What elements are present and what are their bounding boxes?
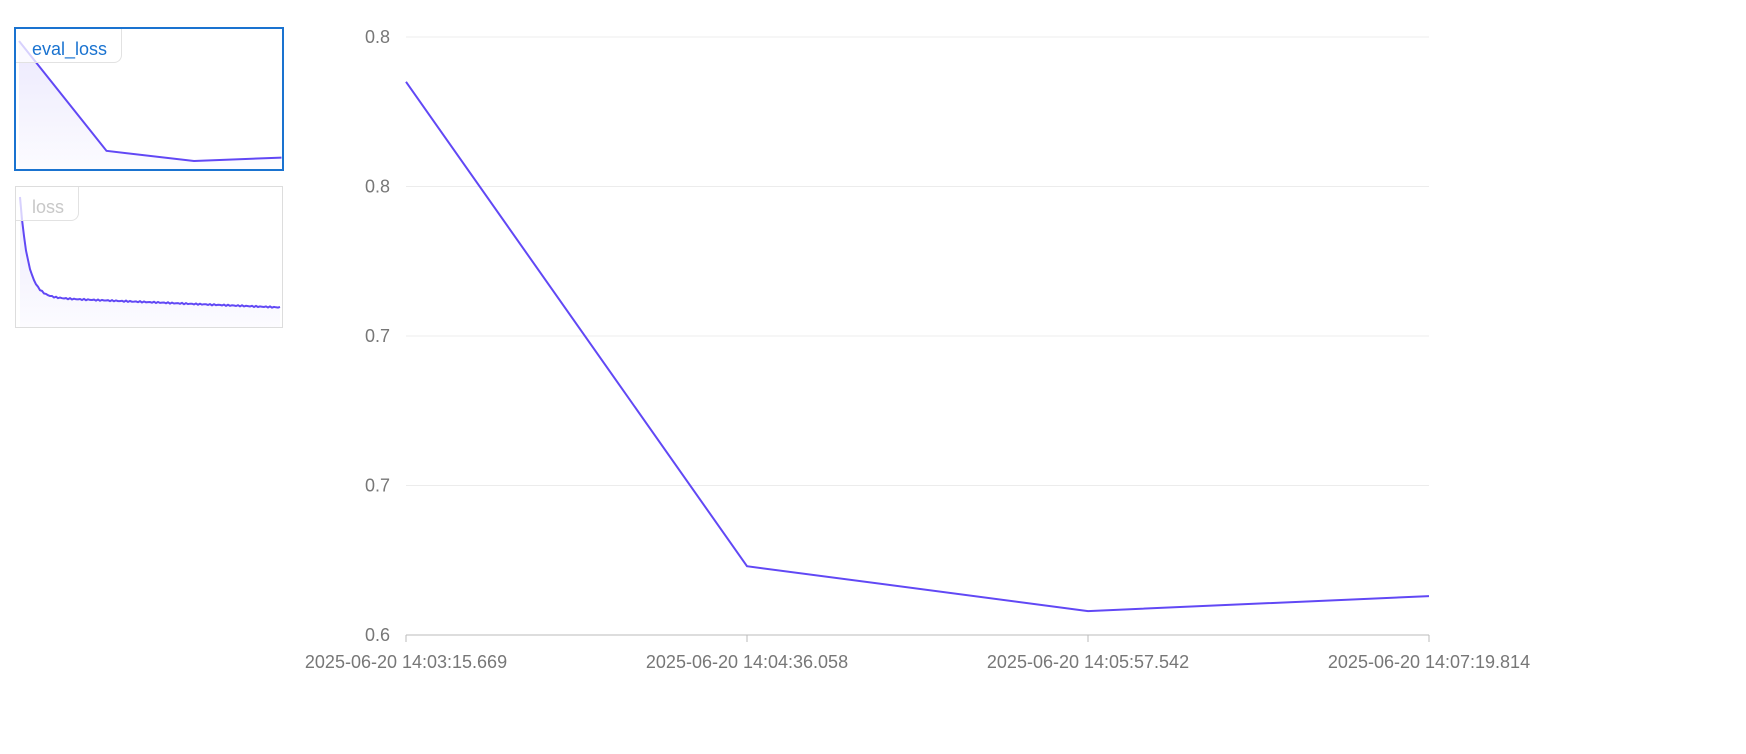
y-tick-label: 0.8 [365, 177, 390, 197]
area-fill [20, 197, 280, 327]
series-line [19, 196, 281, 309]
thumbnail-eval-loss[interactable]: eval_loss [14, 27, 284, 171]
y-tick-label: 0.8 [365, 27, 390, 47]
y-tick-label: 0.6 [365, 625, 390, 645]
thumbnail-loss[interactable]: loss [15, 186, 283, 328]
x-tick-label: 2025-06-20 14:04:36.058 [646, 652, 848, 672]
thumbnail-label: loss [16, 187, 80, 221]
series-line [18, 40, 282, 163]
thumbnail-eval-loss-chart [18, 40, 282, 169]
x-tick-label: 2025-06-20 14:05:57.542 [987, 652, 1189, 672]
y-tick-label: 0.7 [365, 326, 390, 346]
x-tick-label: 2025-06-20 14:07:19.814 [1328, 652, 1530, 672]
thumbnail-loss-chart [19, 196, 281, 327]
thumbnail-label: eval_loss [16, 29, 123, 63]
series-line [405, 81, 1430, 613]
x-tick-label: 2025-06-20 14:03:15.669 [305, 652, 507, 672]
y-tick-label: 0.7 [365, 476, 390, 496]
area-fill [19, 41, 282, 169]
